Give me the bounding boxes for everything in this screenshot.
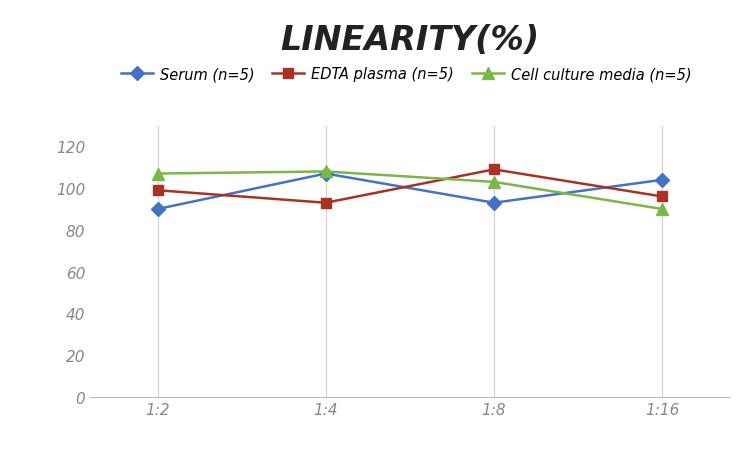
Serum (n=5)	[153, 207, 162, 212]
Cell culture media (n=5)	[658, 207, 667, 212]
EDTA plasma (n=5)	[490, 167, 499, 173]
Serum (n=5)	[490, 201, 499, 206]
EDTA plasma (n=5)	[321, 201, 330, 206]
Cell culture media (n=5)	[490, 180, 499, 185]
Cell culture media (n=5)	[321, 170, 330, 175]
Title: LINEARITY(%): LINEARITY(%)	[280, 24, 539, 57]
EDTA plasma (n=5)	[658, 194, 667, 200]
Serum (n=5)	[658, 178, 667, 183]
Line: Cell culture media (n=5): Cell culture media (n=5)	[152, 166, 668, 215]
Legend: Serum (n=5), EDTA plasma (n=5), Cell culture media (n=5): Serum (n=5), EDTA plasma (n=5), Cell cul…	[115, 61, 697, 88]
Line: EDTA plasma (n=5): EDTA plasma (n=5)	[153, 165, 667, 208]
Serum (n=5)	[321, 171, 330, 177]
EDTA plasma (n=5)	[153, 188, 162, 193]
Line: Serum (n=5): Serum (n=5)	[153, 169, 667, 214]
Cell culture media (n=5)	[153, 171, 162, 177]
